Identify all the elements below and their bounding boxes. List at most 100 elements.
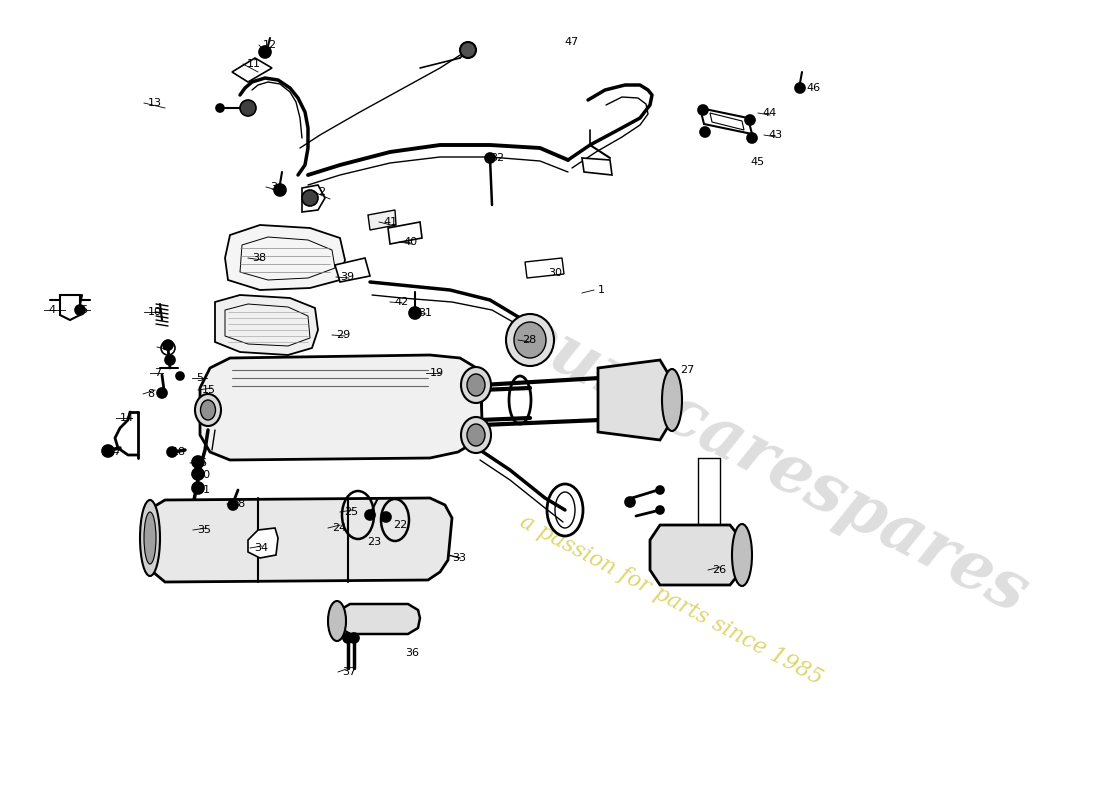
Polygon shape (336, 258, 370, 282)
Circle shape (656, 486, 664, 494)
Text: 20: 20 (196, 470, 210, 480)
Ellipse shape (514, 322, 546, 358)
Text: 41: 41 (383, 217, 397, 227)
Polygon shape (525, 258, 564, 278)
Text: 3: 3 (270, 182, 277, 192)
Circle shape (228, 500, 238, 510)
Text: 25: 25 (344, 507, 359, 517)
Polygon shape (172, 508, 220, 542)
Ellipse shape (506, 314, 554, 366)
Circle shape (192, 482, 204, 494)
Text: 19: 19 (430, 368, 444, 378)
Circle shape (747, 133, 757, 143)
Text: 28: 28 (522, 335, 537, 345)
Ellipse shape (461, 367, 491, 403)
Text: 7: 7 (154, 368, 161, 378)
Circle shape (102, 445, 114, 457)
Text: 5: 5 (196, 373, 204, 383)
Circle shape (349, 633, 359, 643)
Circle shape (409, 307, 421, 319)
Circle shape (176, 372, 184, 380)
Text: 6: 6 (80, 305, 87, 315)
Circle shape (192, 456, 204, 468)
Text: 40: 40 (403, 237, 417, 247)
Polygon shape (214, 295, 318, 355)
Text: 37: 37 (342, 667, 356, 677)
Ellipse shape (461, 417, 491, 453)
Circle shape (192, 468, 204, 480)
Text: 45: 45 (750, 157, 764, 167)
Circle shape (698, 105, 708, 115)
Circle shape (157, 388, 167, 398)
Polygon shape (650, 525, 743, 585)
Text: 46: 46 (806, 83, 821, 93)
Polygon shape (302, 185, 324, 212)
Circle shape (365, 510, 375, 520)
Circle shape (216, 104, 224, 112)
Text: 42: 42 (394, 297, 408, 307)
Ellipse shape (140, 500, 159, 576)
Text: 44: 44 (762, 108, 777, 118)
Text: 24: 24 (332, 523, 346, 533)
Text: 31: 31 (418, 308, 432, 318)
Polygon shape (582, 158, 612, 175)
Text: 17: 17 (108, 447, 122, 457)
Circle shape (795, 83, 805, 93)
Text: 16: 16 (194, 458, 208, 468)
Text: 1: 1 (598, 285, 605, 295)
Circle shape (274, 184, 286, 196)
Text: 21: 21 (196, 485, 210, 495)
Circle shape (167, 447, 177, 457)
Text: eurocarespares: eurocarespares (502, 301, 1038, 627)
Text: 47: 47 (564, 37, 579, 47)
Text: 29: 29 (336, 330, 350, 340)
Circle shape (163, 340, 173, 350)
Text: 34: 34 (254, 543, 268, 553)
Circle shape (381, 512, 390, 522)
Polygon shape (368, 210, 396, 230)
Text: 10: 10 (148, 307, 162, 317)
Polygon shape (700, 108, 752, 134)
Ellipse shape (468, 424, 485, 446)
Text: 12: 12 (263, 40, 277, 50)
Polygon shape (388, 222, 422, 244)
Circle shape (625, 497, 635, 507)
Circle shape (460, 42, 476, 58)
Circle shape (485, 153, 495, 163)
Text: 43: 43 (768, 130, 782, 140)
Circle shape (258, 46, 271, 58)
Text: 48: 48 (231, 499, 245, 509)
Polygon shape (338, 604, 420, 634)
Polygon shape (148, 498, 452, 582)
Text: 11: 11 (248, 59, 261, 69)
Polygon shape (248, 528, 278, 558)
Ellipse shape (468, 374, 485, 396)
Ellipse shape (732, 524, 752, 586)
Ellipse shape (144, 512, 156, 564)
Ellipse shape (195, 394, 221, 426)
Text: 13: 13 (148, 98, 162, 108)
Polygon shape (232, 58, 272, 82)
Circle shape (343, 633, 353, 643)
Text: 14: 14 (120, 413, 134, 423)
Circle shape (745, 115, 755, 125)
Ellipse shape (662, 369, 682, 431)
Text: 33: 33 (452, 553, 466, 563)
Circle shape (302, 190, 318, 206)
Text: a passion for parts since 1985: a passion for parts since 1985 (516, 510, 826, 690)
Text: 2: 2 (318, 187, 326, 197)
Text: 26: 26 (712, 565, 726, 575)
Ellipse shape (200, 400, 216, 420)
Circle shape (165, 355, 175, 365)
Circle shape (656, 506, 664, 514)
Polygon shape (226, 225, 345, 290)
Text: 32: 32 (490, 153, 504, 163)
Text: 22: 22 (393, 520, 407, 530)
Text: 30: 30 (548, 268, 562, 278)
Polygon shape (200, 355, 482, 460)
Polygon shape (598, 360, 672, 440)
Text: 23: 23 (367, 537, 381, 547)
Text: 27: 27 (680, 365, 694, 375)
Text: 18: 18 (172, 447, 186, 457)
Text: 4: 4 (48, 305, 55, 315)
